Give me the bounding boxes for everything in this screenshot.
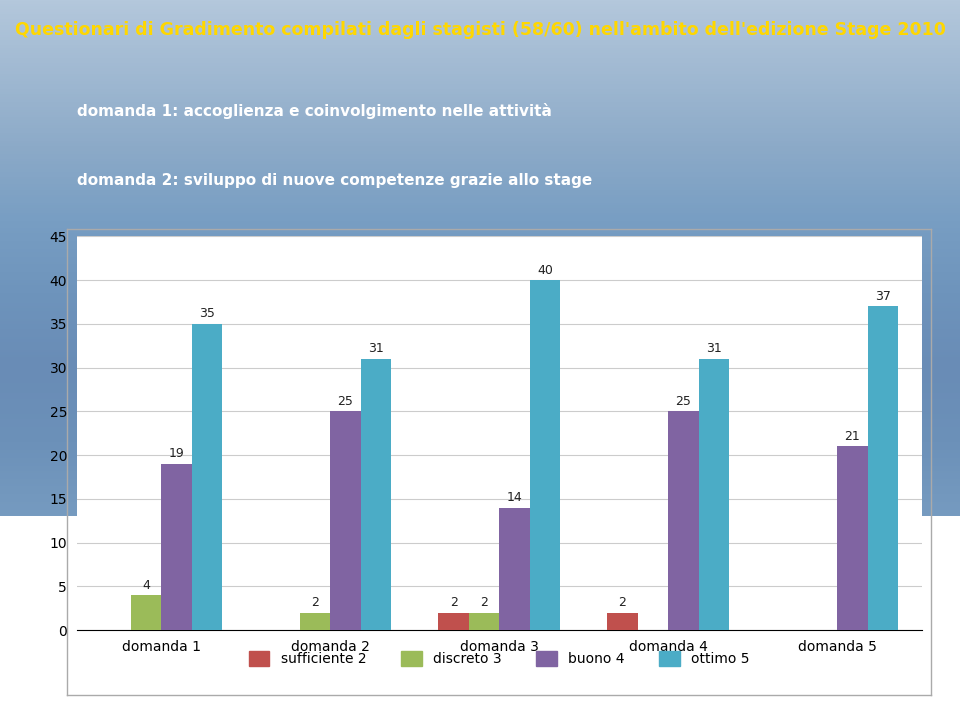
Text: domanda 4: Spiegazioni del tutor (chiarezza, efficacia): domanda 4: Spiegazioni del tutor (chiare…	[77, 312, 546, 327]
Text: 2: 2	[311, 596, 319, 609]
Bar	[468, 613, 499, 630]
Text: 4: 4	[142, 579, 150, 591]
Text: domanda 3: Relazione con il tuo tutor: domanda 3: Relazione con il tuo tutor	[77, 242, 400, 257]
Text: 37: 37	[875, 290, 891, 303]
Bar	[361, 359, 391, 630]
Text: 35: 35	[199, 307, 215, 320]
Bar	[330, 411, 361, 630]
Text: Questionari di Gradimento compilati dagli stagisti (58/60) nell'ambito dell'ediz: Questionari di Gradimento compilati dagl…	[14, 21, 946, 39]
Text: 25: 25	[676, 395, 691, 408]
Text: 40: 40	[537, 263, 553, 276]
Text: 21: 21	[845, 430, 860, 442]
Bar	[668, 411, 699, 630]
Text: 25: 25	[338, 395, 353, 408]
Bar	[161, 464, 192, 630]
Bar	[699, 359, 729, 630]
Bar	[868, 306, 898, 630]
Bar	[499, 508, 530, 630]
Text: 19: 19	[169, 448, 184, 460]
Bar	[608, 613, 637, 630]
Text: domanda 5: trattazione argomenti previsti dal modulo: domanda 5: trattazione argomenti previst…	[77, 382, 544, 397]
Bar	[300, 613, 330, 630]
Text: 14: 14	[507, 491, 522, 504]
Text: domanda 2: sviluppo di nuove competenze grazie allo stage: domanda 2: sviluppo di nuove competenze …	[77, 173, 592, 188]
Text: 2: 2	[480, 596, 488, 609]
Text: 31: 31	[706, 342, 722, 355]
Bar	[439, 613, 468, 630]
Text: 2: 2	[449, 596, 458, 609]
Bar	[530, 280, 560, 630]
Text: domanda 1: accoglienza e coinvolgimento nelle attività: domanda 1: accoglienza e coinvolgimento …	[77, 103, 552, 119]
Legend: sufficiente 2, discreto 3, buono 4, ottimo 5: sufficiente 2, discreto 3, buono 4, otti…	[243, 646, 756, 672]
Bar	[837, 446, 868, 630]
Text: 31: 31	[368, 342, 384, 355]
Text: 2: 2	[618, 596, 627, 609]
Bar	[131, 595, 161, 630]
Bar	[192, 324, 222, 630]
